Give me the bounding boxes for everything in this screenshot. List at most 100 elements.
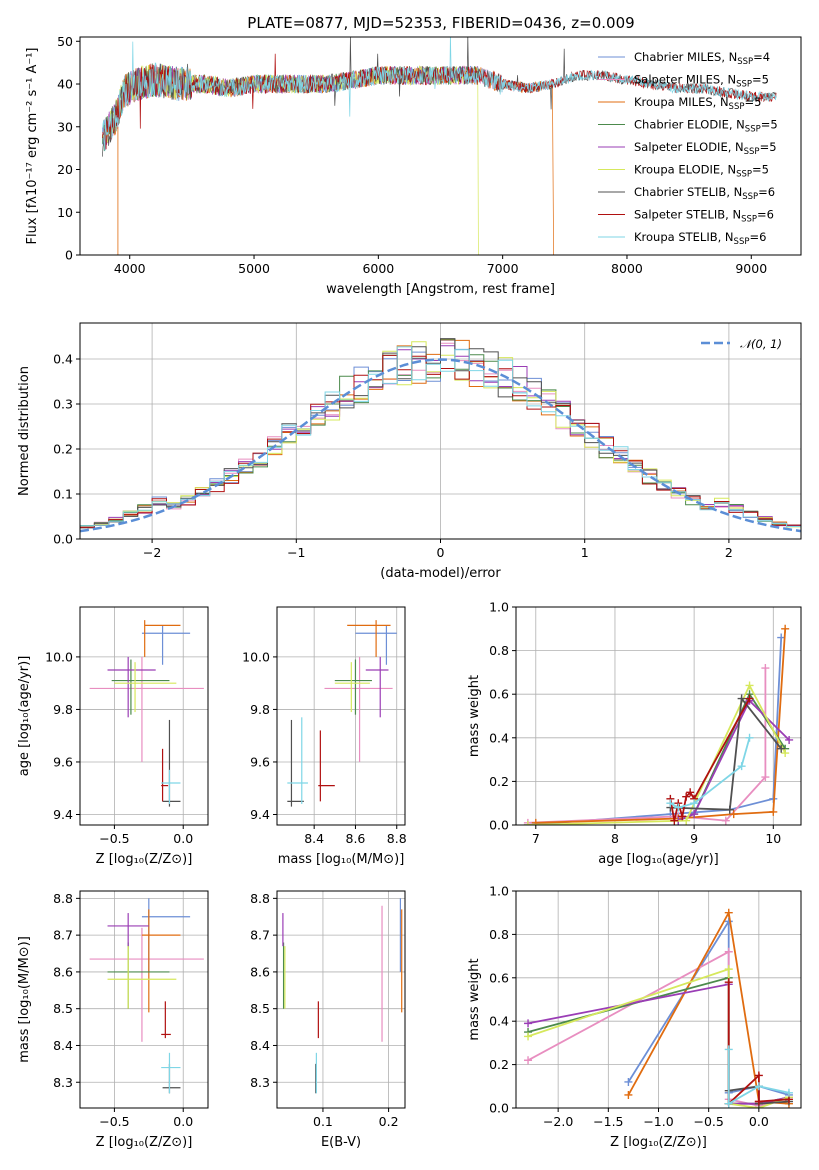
spectrum-line xyxy=(102,37,777,152)
y-tick-label: 9.4 xyxy=(250,807,270,822)
y-tick-label: 0.4 xyxy=(489,1014,509,1029)
error-bar-point xyxy=(107,942,170,1009)
x-tick-label: 8.4 xyxy=(304,831,324,846)
legend-label-text: Chabrier STELIB, N xyxy=(634,185,742,199)
axes-frame xyxy=(515,606,802,826)
legend-label-value: =5 xyxy=(760,140,777,154)
y-tick-label: 8.3 xyxy=(250,1075,270,1090)
y-axis-label: mass weight xyxy=(467,675,482,757)
figure-title: PLATE=0877, MJD=52353, FIBERID=0436, z=0… xyxy=(247,14,634,32)
y-tick-label: 40 xyxy=(57,77,73,92)
y-tick-label: 0.4 xyxy=(489,730,509,745)
mass-weight-marker xyxy=(724,1045,733,1054)
legend-label-text: Kroupa ELODIE, N xyxy=(634,163,736,177)
legend-label-sub: SSP xyxy=(742,192,758,202)
mass-weight-marker xyxy=(781,624,790,633)
error-bar-point xyxy=(89,927,204,1042)
y-tick-label: 0.6 xyxy=(489,687,509,702)
x-tick-label: 0.0 xyxy=(173,1114,193,1129)
error-bar-point xyxy=(162,1063,181,1094)
mass-weight-marker xyxy=(686,788,695,797)
error-bar-point xyxy=(107,656,156,718)
y-tick-label: 1.0 xyxy=(489,600,509,615)
mass-weight-marker xyxy=(754,1071,763,1080)
x-tick-label: 7 xyxy=(532,831,540,846)
y-tick-label: 8.7 xyxy=(250,928,270,943)
legend-label-sub: SSP xyxy=(736,170,752,180)
error-bar-point xyxy=(162,719,181,807)
legend-label-value: =6 xyxy=(758,185,775,199)
mass-weight-marker xyxy=(674,803,683,812)
y-tick-label: 0.4 xyxy=(53,352,73,367)
legend-label-text: Chabrier ELODIE, N xyxy=(634,118,745,132)
legend-label: Kroupa ELODIE, NSSP=5 xyxy=(634,163,769,180)
legend-label: 𝒩(0, 1) xyxy=(740,337,782,351)
mass-weight-marker xyxy=(784,1088,793,1097)
x-tick-label: −2.0 xyxy=(543,1114,573,1129)
y-tick-label: 0.8 xyxy=(489,927,509,942)
mass-weight-line xyxy=(669,698,751,821)
panel-residuals: −2 −1 0 1 2 0.0 0.1 0.2 0.3 0.4 (data-model)/error… xyxy=(17,322,802,581)
legend-label-value: =6 xyxy=(757,208,774,222)
error-bar-point xyxy=(107,913,149,947)
mass-weight-marker xyxy=(666,799,675,808)
x-tick-label: 8.8 xyxy=(387,831,407,846)
legend-label-sub: SSP xyxy=(729,102,745,112)
y-tick-label: 8.4 xyxy=(250,1038,270,1053)
y-tick-label: 8.4 xyxy=(53,1038,73,1053)
panel-mass_vs_Z: −0.5 0.0 8.3 8.4 8.5 8.6 8.7 8.8 Z [log₁₀(Z/Z⊙)]… xyxy=(17,890,209,1150)
y-tick-label: 0.1 xyxy=(53,487,73,502)
x-tick-label: 8000 xyxy=(611,261,643,276)
plot-area-mass_vs_Z xyxy=(80,891,208,1108)
mass-weight-line xyxy=(527,668,767,824)
x-tick-label: −2 xyxy=(143,545,161,560)
mass-weight-marker xyxy=(785,735,794,744)
mass-weight-marker xyxy=(690,799,699,808)
error-bar-point xyxy=(318,730,335,802)
x-tick-label: 0 xyxy=(437,545,445,560)
x-axis-label: Z [log₁₀(Z/Z⊙)] xyxy=(96,1135,193,1150)
mass-weight-marker xyxy=(761,664,770,673)
x-tick-label: 5000 xyxy=(238,261,270,276)
error-bar-point xyxy=(161,769,181,804)
y-tick-label: 0.2 xyxy=(489,774,509,789)
y-tick-label: 8.7 xyxy=(53,928,73,943)
legend-label: Chabrier STELIB, NSSP=6 xyxy=(634,185,775,202)
legend-label-sub: SSP xyxy=(744,147,760,157)
x-tick-label: 8 xyxy=(611,831,619,846)
x-tick-label: 4000 xyxy=(114,261,146,276)
legend-label-sub: SSP xyxy=(737,57,753,67)
y-tick-label: 8.5 xyxy=(250,1001,270,1016)
legend-label-text: Kroupa MILES, N xyxy=(634,95,729,109)
plot-area-mass_weight_vs_Z xyxy=(516,891,801,1108)
x-tick-label: 9 xyxy=(690,831,698,846)
axes-frame xyxy=(276,606,406,826)
error-bar-point xyxy=(365,656,389,718)
x-axis-label: Z [log₁₀(Z/Z⊙)] xyxy=(96,852,193,867)
legend-label-sub: SSP xyxy=(734,237,750,247)
x-tick-label: 0.0 xyxy=(749,1114,769,1129)
x-tick-label: −1 xyxy=(287,545,305,560)
mass-weight-marker xyxy=(524,1032,533,1041)
x-tick-label: 9000 xyxy=(735,261,767,276)
error-bar-point xyxy=(334,659,372,715)
panel-age_vs_Z: −0.5 0.0 9.4 9.6 9.8 10.0 Z [log₁₀(Z/Z⊙)] age [… xyxy=(17,606,209,867)
legend-label-value: =5 xyxy=(761,118,778,132)
axes-frame xyxy=(79,322,802,540)
error-bar-point xyxy=(161,1001,171,1039)
legend-label-value: =5 xyxy=(744,95,761,109)
mass-weight-marker xyxy=(724,917,733,926)
y-tick-label: 8.8 xyxy=(250,891,270,906)
plot-area-mass_vs_EBV xyxy=(277,891,405,1108)
x-tick-label: −0.5 xyxy=(99,831,129,846)
x-axis-label: mass [log₁₀(M/M⊙)] xyxy=(278,852,405,867)
mass-weight-line xyxy=(727,1049,790,1106)
y-tick-label: 9.8 xyxy=(53,702,73,717)
x-tick-label: −0.5 xyxy=(99,1114,129,1129)
error-bar-point xyxy=(141,909,181,1013)
mass-weight-marker xyxy=(754,1097,763,1106)
mass-weight-marker xyxy=(754,1082,763,1091)
legend-label-value: =6 xyxy=(749,230,766,244)
mass-weight-marker xyxy=(724,965,733,974)
